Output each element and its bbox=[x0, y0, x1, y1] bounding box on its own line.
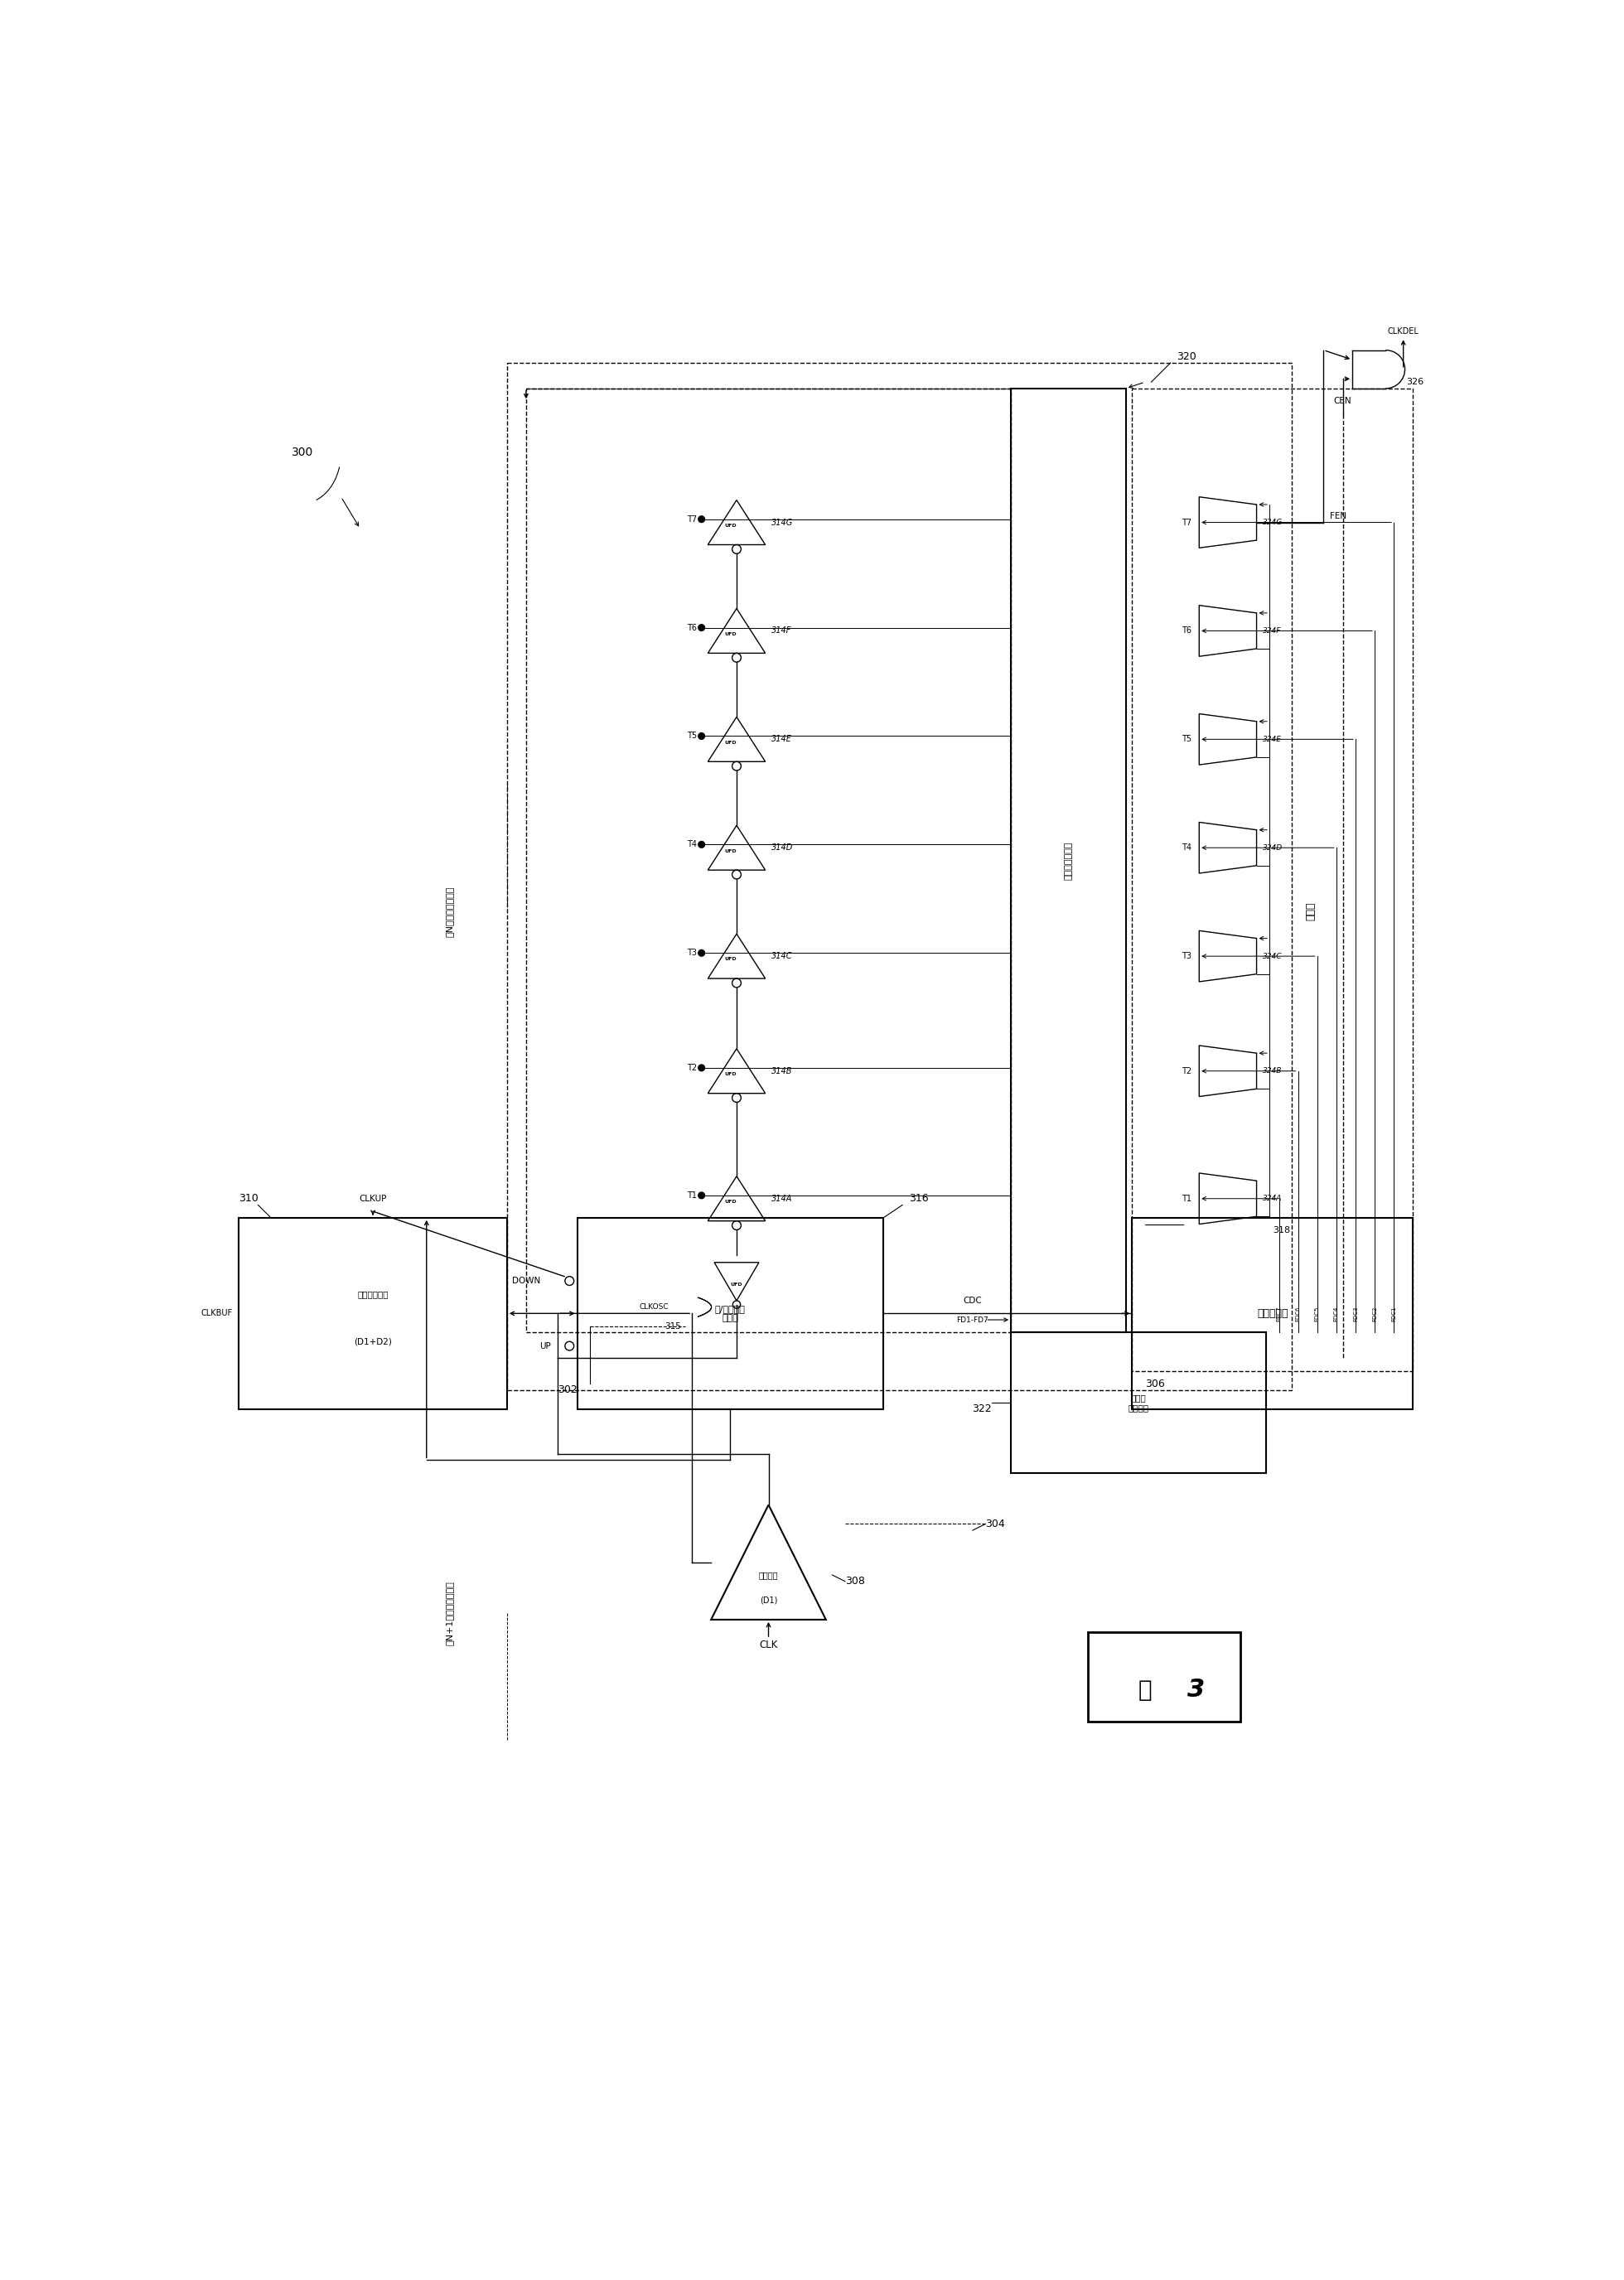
Text: T2: T2 bbox=[1181, 1067, 1192, 1076]
Text: 324E: 324E bbox=[1263, 736, 1281, 743]
Text: CLKUP: CLKUP bbox=[359, 1195, 387, 1204]
Text: 314D: 314D bbox=[771, 844, 794, 853]
Text: (D1+D2): (D1+D2) bbox=[354, 1338, 391, 1345]
Text: 图: 图 bbox=[1138, 1678, 1151, 1701]
Circle shape bbox=[698, 1065, 705, 1072]
Bar bbox=[507, 363, 1291, 1391]
Bar bbox=[1132, 1218, 1413, 1409]
Text: UFD: UFD bbox=[724, 1072, 736, 1076]
Text: UFD: UFD bbox=[724, 632, 736, 636]
Text: T2: T2 bbox=[687, 1065, 697, 1072]
Text: UFD: UFD bbox=[724, 848, 736, 853]
Text: 314E: 314E bbox=[771, 734, 793, 743]
Text: UFD: UFD bbox=[724, 958, 736, 962]
Text: T1: T1 bbox=[1181, 1195, 1192, 1204]
Text: 324G: 324G bbox=[1263, 518, 1283, 527]
Text: FDC5: FDC5 bbox=[1315, 1306, 1320, 1320]
Text: FDC4: FDC4 bbox=[1333, 1306, 1338, 1320]
Text: 数字比较器: 数字比较器 bbox=[1257, 1309, 1288, 1318]
Circle shape bbox=[698, 515, 705, 522]
Text: 上/下粗延迟
计数器: 上/下粗延迟 计数器 bbox=[715, 1304, 745, 1322]
Text: CLK: CLK bbox=[760, 1639, 778, 1651]
Text: FDC7: FDC7 bbox=[1276, 1306, 1281, 1320]
Text: 第N上升沿时钟周期: 第N上升沿时钟周期 bbox=[445, 887, 453, 937]
Text: 308: 308 bbox=[844, 1575, 866, 1587]
Text: 324D: 324D bbox=[1263, 844, 1283, 850]
Text: UFD: UFD bbox=[731, 1284, 742, 1286]
Text: CLKDEL: CLKDEL bbox=[1387, 326, 1419, 335]
Bar bbox=[577, 1218, 883, 1409]
Text: UFD: UFD bbox=[724, 524, 736, 527]
Text: 310: 310 bbox=[239, 1192, 258, 1204]
Text: FDC1: FDC1 bbox=[1392, 1306, 1397, 1320]
Text: FDC6: FDC6 bbox=[1296, 1306, 1301, 1320]
Text: 300: 300 bbox=[292, 447, 313, 458]
Text: 模拟延迟线路: 模拟延迟线路 bbox=[357, 1290, 388, 1297]
Text: 锁存和比较电路: 锁存和比较电路 bbox=[1064, 841, 1072, 880]
Text: 第N+1上升沿时钟周期: 第N+1上升沿时钟周期 bbox=[445, 1580, 453, 1646]
Text: T3: T3 bbox=[687, 948, 697, 958]
Text: 315: 315 bbox=[664, 1322, 680, 1329]
Text: 302: 302 bbox=[559, 1384, 578, 1395]
Text: FDC2: FDC2 bbox=[1372, 1306, 1377, 1320]
Text: UFD: UFD bbox=[724, 1199, 736, 1204]
Text: 320: 320 bbox=[1177, 351, 1197, 363]
Text: 细延迟
变换电路: 细延迟 变换电路 bbox=[1129, 1393, 1148, 1411]
Text: 314B: 314B bbox=[771, 1067, 793, 1076]
Bar bbox=[1010, 388, 1125, 1332]
Text: CDC: CDC bbox=[963, 1297, 983, 1304]
Circle shape bbox=[698, 625, 705, 632]
Text: T5: T5 bbox=[1181, 734, 1192, 743]
Bar bbox=[1010, 1332, 1267, 1473]
Bar bbox=[1132, 388, 1413, 1370]
Text: 316: 316 bbox=[909, 1192, 929, 1204]
Text: CEN: CEN bbox=[1333, 397, 1351, 406]
Text: UP: UP bbox=[539, 1343, 551, 1350]
Text: 3: 3 bbox=[1187, 1678, 1205, 1701]
Text: 306: 306 bbox=[1145, 1377, 1164, 1389]
Text: DOWN: DOWN bbox=[512, 1277, 541, 1286]
Bar bbox=[526, 388, 1010, 1332]
Text: 324F: 324F bbox=[1263, 627, 1281, 634]
Text: T7: T7 bbox=[687, 515, 697, 524]
Text: 322: 322 bbox=[973, 1404, 992, 1414]
Text: 入缓冲器: 入缓冲器 bbox=[758, 1571, 778, 1580]
Text: 314C: 314C bbox=[771, 953, 793, 960]
Text: 314F: 314F bbox=[771, 627, 793, 636]
Text: 318: 318 bbox=[1273, 1227, 1289, 1236]
Circle shape bbox=[698, 841, 705, 848]
Text: 324C: 324C bbox=[1263, 953, 1283, 960]
Text: 304: 304 bbox=[986, 1518, 1005, 1530]
Text: 326: 326 bbox=[1406, 378, 1424, 385]
Text: 粗安排: 粗安排 bbox=[1306, 903, 1315, 921]
Bar bbox=[239, 1218, 507, 1409]
Text: CLKBUF: CLKBUF bbox=[201, 1309, 232, 1318]
Text: 314A: 314A bbox=[771, 1195, 793, 1204]
Text: CLKOSC: CLKOSC bbox=[638, 1304, 669, 1311]
Text: FEN: FEN bbox=[1330, 513, 1346, 520]
Text: T7: T7 bbox=[1181, 518, 1192, 527]
Text: 324B: 324B bbox=[1263, 1067, 1283, 1074]
Text: T6: T6 bbox=[1181, 627, 1192, 636]
Text: 324A: 324A bbox=[1263, 1195, 1283, 1202]
Text: UFD: UFD bbox=[724, 741, 736, 746]
Text: T5: T5 bbox=[687, 732, 697, 741]
Text: T4: T4 bbox=[687, 841, 697, 848]
Bar bbox=[1088, 1632, 1241, 1721]
Text: 314G: 314G bbox=[771, 518, 794, 527]
Text: T6: T6 bbox=[687, 622, 697, 632]
Text: T1: T1 bbox=[687, 1190, 697, 1199]
Circle shape bbox=[698, 951, 705, 955]
Text: FDC3: FDC3 bbox=[1353, 1306, 1358, 1320]
Circle shape bbox=[698, 732, 705, 739]
Text: (D1): (D1) bbox=[760, 1596, 778, 1605]
Text: FD1-FD7: FD1-FD7 bbox=[957, 1316, 989, 1325]
Text: T4: T4 bbox=[1181, 844, 1192, 853]
Circle shape bbox=[698, 1192, 705, 1199]
Text: T3: T3 bbox=[1181, 953, 1192, 960]
